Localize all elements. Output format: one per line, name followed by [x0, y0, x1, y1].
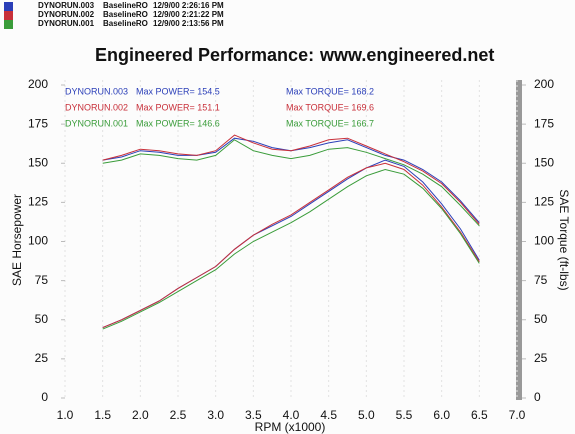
y-tick-label: 125 — [28, 195, 48, 209]
chart-title: Engineered Performance: — [95, 45, 314, 65]
y2-tick-label: 50 — [534, 312, 548, 326]
x-tick-label: 6.5 — [471, 408, 488, 422]
y2-tick-label: 25 — [534, 351, 548, 365]
run-label: DYNORUN.002 — [65, 102, 128, 112]
y-tick-label: 200 — [28, 77, 48, 91]
y-tick-label: 0 — [41, 390, 48, 404]
run-date: 12/9/00 2:26:16 PM — [153, 1, 224, 10]
torque-line — [102, 134, 480, 225]
run-swatch — [4, 11, 13, 20]
run-label: DYNORUN.001 — [65, 118, 128, 128]
x-tick-label: 2.5 — [170, 408, 187, 422]
max-power-label: Max POWER= 146.6 — [136, 118, 220, 128]
run-name: DYNORUN.002 — [38, 10, 95, 19]
y-tick-label: 50 — [35, 312, 49, 326]
run-name: DYNORUN.003 — [38, 1, 95, 10]
y2-tick-label: 175 — [534, 116, 554, 130]
x-tick-label: 5.0 — [358, 408, 375, 422]
plot-edge — [516, 80, 522, 400]
run-swatch — [4, 2, 13, 11]
run-date: 12/9/00 2:13:56 PM — [153, 19, 224, 28]
x-tick-label: 1.0 — [57, 408, 74, 422]
x-tick-label: 3.0 — [207, 408, 224, 422]
y-tick-label: 25 — [35, 351, 49, 365]
run-date: 12/9/00 2:21:22 PM — [153, 10, 224, 19]
y2-tick-label: 125 — [534, 195, 554, 209]
torque-line — [102, 139, 480, 227]
max-torque-label: Max TORQUE= 166.7 — [286, 118, 374, 128]
y2-tick-label: 75 — [534, 273, 548, 287]
x-tick-label: 6.0 — [433, 408, 450, 422]
run-swatch — [4, 20, 13, 29]
max-power-label: Max POWER= 151.1 — [136, 102, 220, 112]
x-tick-label: 5.5 — [396, 408, 413, 422]
y2-tick-label: 100 — [534, 234, 554, 248]
max-torque-label: Max TORQUE= 169.6 — [286, 102, 374, 112]
run-name: DYNORUN.001 — [38, 19, 95, 28]
chart-subtitle: www.engineered.net — [319, 45, 494, 65]
y-axis-label: SAE Horsepower — [10, 194, 24, 286]
x-tick-label: 2.0 — [132, 408, 149, 422]
x-tick-label: 4.5 — [320, 408, 337, 422]
y-tick-label: 150 — [28, 155, 48, 169]
run-setup: BaselineRO — [103, 1, 148, 10]
x-axis-label: RPM (x1000) — [255, 420, 326, 434]
y2-axis-label: SAE Torque (ft-lbs) — [557, 189, 571, 290]
y-tick-label: 100 — [28, 234, 48, 248]
max-power-label: Max POWER= 154.5 — [136, 86, 220, 96]
x-tick-label: 7.0 — [509, 408, 526, 422]
x-tick-label: 3.5 — [245, 408, 262, 422]
power-line — [102, 162, 480, 329]
y-tick-label: 75 — [35, 273, 49, 287]
y2-tick-label: 200 — [534, 77, 554, 91]
run-label: DYNORUN.003 — [65, 86, 128, 96]
y-tick-label: 175 — [28, 116, 48, 130]
x-tick-label: 4.0 — [283, 408, 300, 422]
run-setup: BaselineRO — [103, 10, 148, 19]
max-torque-label: Max TORQUE= 168.2 — [286, 86, 374, 96]
y2-tick-label: 0 — [534, 390, 541, 404]
run-setup: BaselineRO — [103, 19, 148, 28]
y2-tick-label: 150 — [534, 155, 554, 169]
power-line — [102, 168, 480, 330]
x-tick-label: 1.5 — [94, 408, 111, 422]
